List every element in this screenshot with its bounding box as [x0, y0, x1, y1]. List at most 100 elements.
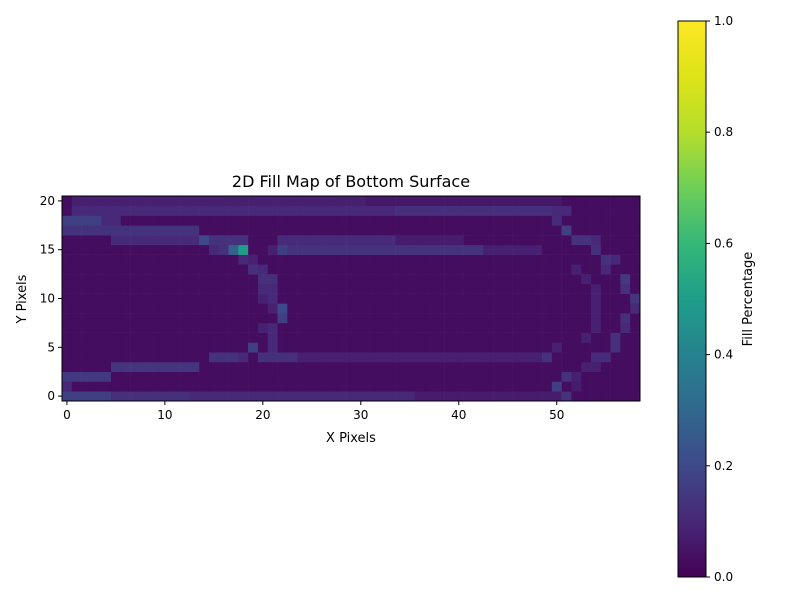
heatmap-cell: [542, 196, 553, 207]
heatmap-cell: [512, 342, 523, 353]
heatmap-cell: [130, 381, 141, 392]
heatmap-cell: [189, 264, 200, 275]
heatmap-cell: [561, 244, 572, 255]
heatmap-cell: [522, 332, 533, 343]
heatmap-cell: [365, 205, 376, 216]
heatmap-cell: [336, 235, 347, 246]
heatmap-cell: [473, 381, 484, 392]
heatmap-cell: [551, 274, 562, 285]
heatmap-cell: [130, 293, 141, 304]
heatmap-cell: [169, 215, 180, 226]
heatmap-cell: [248, 342, 259, 353]
heatmap-cell: [375, 196, 386, 207]
heatmap-cell: [346, 196, 357, 207]
heatmap-cell: [159, 235, 171, 246]
heatmap-cell: [346, 361, 357, 373]
heatmap-cell: [483, 303, 494, 314]
heatmap-cell: [277, 254, 288, 265]
heatmap-cell: [483, 313, 494, 324]
heatmap-cell: [287, 215, 298, 226]
colorbar: [677, 20, 707, 578]
heatmap-cell: [120, 322, 131, 333]
heatmap-cell: [414, 293, 425, 304]
heatmap-cell: [551, 342, 562, 353]
heatmap-cell: [91, 361, 102, 373]
heatmap-cell: [336, 225, 347, 236]
heatmap-cell: [620, 371, 631, 382]
heatmap-cell: [542, 371, 553, 382]
x-tick-label: 30: [353, 408, 368, 422]
heatmap-cell: [120, 371, 131, 382]
heatmap-cell: [218, 332, 229, 343]
heatmap-cell: [208, 235, 220, 246]
heatmap-cell: [493, 274, 504, 285]
heatmap-cell: [561, 361, 572, 373]
heatmap-cell: [62, 303, 73, 314]
heatmap-cell: [493, 303, 504, 314]
heatmap-cell: [444, 371, 455, 382]
heatmap-cell: [414, 235, 425, 246]
heatmap-cell: [483, 381, 494, 392]
heatmap-cell: [297, 254, 308, 265]
heatmap-cell: [277, 283, 288, 294]
heatmap-cell: [306, 322, 318, 333]
heatmap-cell: [120, 274, 131, 285]
heatmap-cell: [630, 235, 641, 246]
heatmap-cell: [434, 371, 445, 382]
heatmap-cell: [551, 225, 562, 236]
heatmap-cell: [159, 332, 171, 343]
heatmap-cell: [502, 342, 513, 353]
heatmap-cell: [189, 322, 200, 333]
heatmap-cell: [591, 391, 602, 402]
heatmap-cell: [208, 244, 220, 255]
heatmap-cell: [385, 322, 396, 333]
heatmap-cell: [542, 293, 553, 304]
heatmap-cell: [630, 381, 641, 392]
heatmap-cell: [444, 274, 455, 285]
heatmap-cell: [130, 205, 141, 216]
heatmap-cell: [424, 342, 435, 353]
heatmap-cell: [199, 235, 210, 246]
heatmap-cell: [101, 293, 112, 304]
heatmap-cell: [110, 313, 122, 324]
heatmap-cell: [159, 313, 171, 324]
heatmap-cell: [620, 313, 631, 324]
heatmap-cell: [512, 322, 523, 333]
heatmap-cell: [277, 322, 288, 333]
heatmap-cell: [159, 254, 171, 265]
heatmap-cell: [326, 361, 337, 373]
heatmap-cell: [287, 322, 298, 333]
heatmap-cell: [414, 274, 425, 285]
heatmap-cell: [306, 303, 318, 314]
heatmap-cell: [375, 215, 386, 226]
heatmap-cell: [336, 264, 347, 275]
heatmap-cell: [404, 361, 415, 373]
heatmap-cell: [532, 313, 543, 324]
heatmap-cell: [101, 264, 112, 275]
heatmap-cell: [395, 244, 406, 255]
colorbar-label: Fill Percentage: [741, 252, 756, 347]
heatmap-cell: [140, 391, 151, 402]
heatmap-cell: [257, 371, 269, 382]
heatmap-cell: [326, 322, 337, 333]
heatmap-cell: [630, 225, 641, 236]
heatmap-cell: [62, 264, 73, 275]
heatmap-cell: [71, 205, 82, 216]
heatmap-cell: [395, 235, 406, 246]
colorbar-tick-label: 0.6: [714, 236, 733, 250]
heatmap-cell: [551, 196, 562, 207]
heatmap-cell: [453, 215, 464, 226]
heatmap-cell: [81, 283, 92, 294]
heatmap-cell: [71, 264, 82, 275]
heatmap-cell: [375, 254, 386, 265]
y-tick-label: 0: [47, 389, 55, 403]
heatmap-cell: [336, 244, 347, 255]
heatmap-cell: [385, 352, 396, 363]
heatmap-cell: [169, 244, 180, 255]
heatmap-cell: [385, 264, 396, 275]
heatmap-cell: [522, 293, 533, 304]
heatmap-cell: [610, 371, 621, 382]
y-tick-label: 10: [40, 292, 55, 306]
heatmap-cell: [199, 332, 210, 343]
heatmap-cell: [444, 205, 455, 216]
